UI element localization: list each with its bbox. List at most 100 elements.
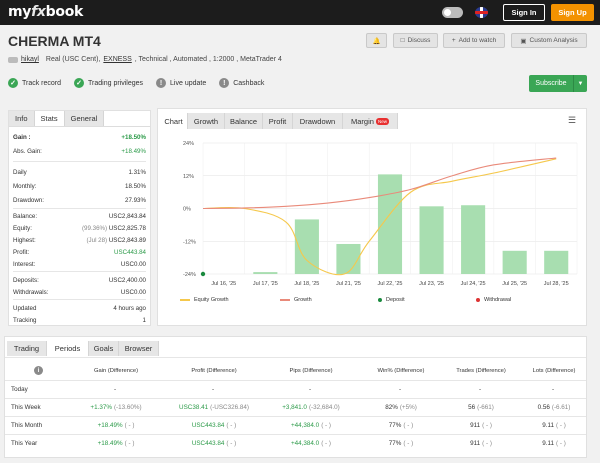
period-value: - [113,386,117,393]
period-cell-win: 77%( - ) [351,440,451,447]
highest-note: (Jul 28) [86,237,108,244]
tab-balance[interactable]: Balance [225,113,263,129]
x-tick-label: Jul 25, '25 [502,281,527,287]
settings-sliders-icon[interactable]: ☰ [568,115,577,125]
tab-profit[interactable]: Profit [263,113,293,129]
y-tick-label: 0% [183,207,191,213]
broker-link[interactable]: EXNESS [103,56,132,63]
equity-note: (99.36%) [82,225,108,232]
period-cell-win: 77%( - ) [351,422,451,429]
updated-value: 4 hours ago [113,305,146,312]
legend-equity-growth[interactable]: Equity Growth [180,297,229,303]
period-value: USC443.84 [191,440,225,447]
deposits-value: USC2,400.00 [108,277,146,284]
sign-in-button[interactable]: Sign In [503,4,545,21]
x-tick-label: Jul 21, '25 [336,281,361,287]
col-trades: Trades (Difference) [456,368,506,374]
tab-margin[interactable]: Margin New [343,113,398,129]
verification-badges: ✓ Track record ✓ Trading privileges ! Live … [8,78,277,88]
chevron-down-icon[interactable]: ▼ [573,75,587,92]
legend-withdrawal[interactable]: Withdrawal [476,297,511,303]
period-cell-trades: - [431,386,531,393]
x-tick-label: Jul 17, '25 [253,281,278,287]
divider [5,357,586,358]
growth-chart: 24% 12% 0% -12% -24% Jul 16, '25 Jul 17, '25 J… [183,141,578,287]
user-link[interactable]: hikayl [21,56,39,63]
subscribe-button[interactable]: Subscribe ▼ [529,75,587,92]
language-flag-icon[interactable] [475,7,488,18]
myfxbook-logo[interactable]: myfxbook [8,4,84,20]
period-cell-win: 82% (+5%) [351,404,451,411]
period-row-label: This Week [11,404,41,411]
period-value: +1.37% [90,404,112,411]
info-icon[interactable]: i [34,366,43,375]
add-to-watch-button[interactable]: + Add to watch [443,33,505,48]
tab-chart[interactable]: Chart [160,113,188,129]
plus-icon: + [451,37,456,44]
tab-general[interactable]: General [64,111,105,126]
legend-line-icon [180,299,190,301]
tab-drawdown[interactable]: Drawdown [293,113,343,129]
period-diff: ( - ) [482,422,492,429]
period-value: 56 [468,404,476,411]
badge-trading-privileges[interactable]: ✓ Trading privileges [74,78,143,88]
theme-toggle[interactable] [442,7,463,18]
period-value: - [551,386,555,393]
legend-dot-icon [378,298,382,302]
deposits-label: Deposits: [13,277,39,284]
tab-browser[interactable]: Browser [119,341,159,356]
badge-cashback[interactable]: ! Cashback [219,78,264,88]
chart-bar [544,250,569,274]
check-icon: ✓ [8,78,18,88]
tracking-label: Tracking [13,317,37,324]
custom-analysis-button[interactable]: ▣ Custom Analysis [511,33,587,48]
divider [5,398,586,399]
tab-growth[interactable]: Growth [188,113,225,129]
equity-label: Equity: [13,225,32,232]
period-diff: ( - ) [482,440,492,447]
period-diff: ( - ) [556,422,566,429]
legend-growth[interactable]: Growth [280,297,312,303]
tab-goals[interactable]: Goals [89,341,119,356]
period-diff: (-661) [477,404,494,411]
tab-periods[interactable]: Periods [47,341,89,356]
withdrawals-label: Withdrawals: [13,289,49,296]
period-cell-lots: 9.11( - ) [504,440,600,447]
abs-gain-value: +18.49% [121,148,146,155]
tab-info[interactable]: Info [9,111,35,126]
tab-trading[interactable]: Trading [7,341,47,356]
period-diff: (+5%) [399,404,417,411]
y-tick-label: 12% [183,174,194,180]
account-type-prefix: Real (USC Cent), [45,56,101,63]
tab-stats[interactable]: Stats [34,111,65,126]
monthly-label: Monthly: [13,183,37,190]
sign-up-button[interactable]: Sign Up [551,4,594,21]
gain-value: +18.50% [121,134,146,141]
period-value: 0.56 [537,404,550,411]
period-cell-lots: - [504,386,600,393]
badge-live-update[interactable]: ! Live update [156,78,206,88]
legend-deposit[interactable]: Deposit [378,297,405,303]
period-cell-gain: +18.49%( - ) [66,440,166,447]
interest-value: USC0.00 [120,261,146,268]
y-tick-label: -24% [183,272,196,278]
period-cell-trades: 911( - ) [431,422,531,429]
x-tick-label: Jul 22, '25 [378,281,403,287]
x-tick-label: Jul 18, '25 [294,281,319,287]
badge-track-record[interactable]: ✓ Track record [8,78,61,88]
drawdown-label: Drawdown: [13,197,44,204]
divider [5,416,586,417]
highest-value: USC2,843.89 [108,237,146,244]
divider [13,161,146,162]
discuss-button[interactable]: □ Discuss [393,33,438,48]
daily-label: Daily [13,169,27,176]
interest-label: Interest: [13,261,36,268]
period-diff: ( - ) [321,440,331,447]
period-value: - [211,386,215,393]
y-tick-label: -12% [183,239,196,245]
divider [5,434,586,435]
divider [13,208,146,209]
period-cell-pips: +44,384.0( - ) [261,422,361,429]
notify-button[interactable]: 🔔 [366,33,387,48]
period-diff: (-6.61) [551,404,571,411]
